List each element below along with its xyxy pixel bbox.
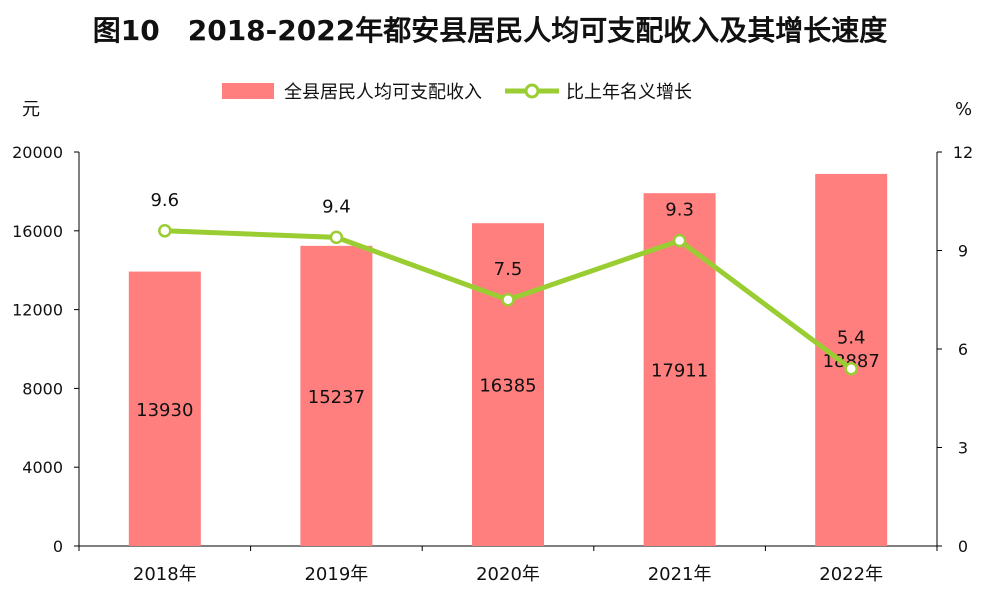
y-axis-label: 元 xyxy=(22,99,40,120)
growth-point xyxy=(501,293,515,307)
y-tick-label: 4000 xyxy=(22,458,63,477)
bar xyxy=(643,193,716,546)
growth-data-label: 9.4 xyxy=(322,196,351,217)
bar xyxy=(815,173,888,547)
y-tick-label: 12000 xyxy=(12,301,63,320)
growth-data-label: 5.4 xyxy=(837,328,866,349)
bar-data-label: 17911 xyxy=(651,361,708,382)
legend-line-label: 比上年名义增长 xyxy=(566,82,692,103)
legend: 全县居民人均可支配收入 比上年名义增长 xyxy=(222,82,692,103)
y2-tick-label: 0 xyxy=(958,537,968,556)
y2-tick-label: 12 xyxy=(953,143,973,162)
x-tick-label: 2020年 xyxy=(476,564,540,585)
y2-tick-label: 3 xyxy=(958,439,968,458)
legend-bar-label: 全县居民人均可支配收入 xyxy=(284,82,482,103)
bar xyxy=(472,223,544,546)
growth-point xyxy=(158,224,172,238)
y-tick-label: 8000 xyxy=(22,379,63,398)
legend-bar-swatch xyxy=(222,83,274,99)
x-tick-label: 2019年 xyxy=(304,564,368,585)
growth-data-label: 9.3 xyxy=(665,200,694,221)
x-tick-label: 2018年 xyxy=(133,564,197,585)
y-tick-label: 20000 xyxy=(12,143,63,162)
y-tick-label: 0 xyxy=(53,537,63,556)
chart-title: 图10 2018-2022年都安县居民人均可支配收入及其增长速度 xyxy=(93,14,887,47)
bar-data-label: 16385 xyxy=(479,376,536,397)
y2-tick-label: 6 xyxy=(958,340,968,359)
y-tick-label: 16000 xyxy=(12,222,63,241)
bar xyxy=(300,245,373,546)
growth-data-label: 7.5 xyxy=(494,259,523,280)
growth-point xyxy=(672,233,687,248)
bar xyxy=(128,271,201,546)
bar-data-label: 15237 xyxy=(308,387,365,408)
bar-data-label: 13930 xyxy=(136,400,193,421)
growth-point xyxy=(329,230,344,245)
growth-data-label: 9.6 xyxy=(150,190,179,211)
x-tick-label: 2021年 xyxy=(648,564,712,585)
y2-tick-label: 9 xyxy=(958,242,968,261)
legend-line-marker xyxy=(524,83,540,99)
y2-axis-label: % xyxy=(955,99,972,120)
growth-point xyxy=(844,361,858,376)
x-tick-label: 2022年 xyxy=(819,564,883,585)
